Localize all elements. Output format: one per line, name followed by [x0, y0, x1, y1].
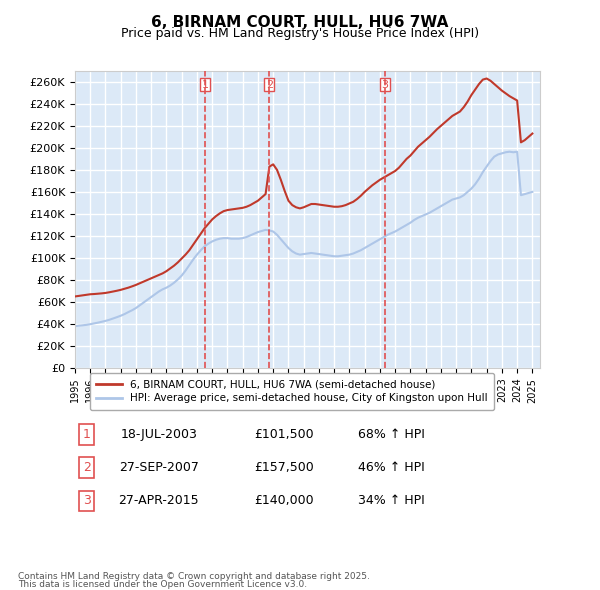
Text: £101,500: £101,500: [254, 428, 314, 441]
Text: 2: 2: [266, 80, 273, 90]
Text: Contains HM Land Registry data © Crown copyright and database right 2025.: Contains HM Land Registry data © Crown c…: [18, 572, 370, 581]
Text: £140,000: £140,000: [254, 494, 314, 507]
Text: 1: 1: [202, 80, 209, 90]
Text: 18-JUL-2003: 18-JUL-2003: [120, 428, 197, 441]
Text: This data is licensed under the Open Government Licence v3.0.: This data is licensed under the Open Gov…: [18, 580, 307, 589]
Text: 2: 2: [83, 461, 91, 474]
Text: 3: 3: [83, 494, 91, 507]
Text: £157,500: £157,500: [254, 461, 314, 474]
Text: 34% ↑ HPI: 34% ↑ HPI: [358, 494, 425, 507]
Text: 1: 1: [83, 428, 91, 441]
Text: 27-SEP-2007: 27-SEP-2007: [119, 461, 199, 474]
Text: Price paid vs. HM Land Registry's House Price Index (HPI): Price paid vs. HM Land Registry's House …: [121, 27, 479, 40]
Text: 6, BIRNAM COURT, HULL, HU6 7WA: 6, BIRNAM COURT, HULL, HU6 7WA: [151, 15, 449, 30]
Text: 68% ↑ HPI: 68% ↑ HPI: [358, 428, 425, 441]
Text: 46% ↑ HPI: 46% ↑ HPI: [358, 461, 425, 474]
Text: 3: 3: [381, 80, 388, 90]
Text: 27-APR-2015: 27-APR-2015: [118, 494, 199, 507]
Legend: 6, BIRNAM COURT, HULL, HU6 7WA (semi-detached house), HPI: Average price, semi-d: 6, BIRNAM COURT, HULL, HU6 7WA (semi-det…: [89, 373, 494, 409]
